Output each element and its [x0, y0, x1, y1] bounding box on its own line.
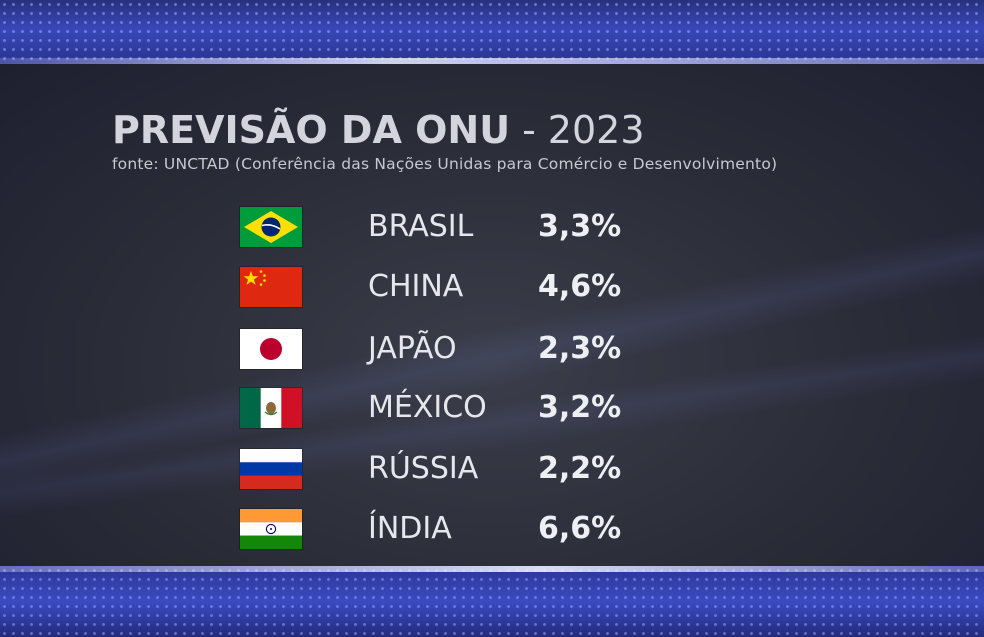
growth-value: 2,2%	[538, 451, 622, 486]
growth-value: 3,2%	[538, 390, 622, 425]
list-item-mexico: MÉXICO 3,2%	[240, 386, 660, 430]
china-flag-icon	[240, 267, 302, 307]
country-name: MÉXICO	[368, 390, 487, 425]
japan-flag-icon	[240, 329, 302, 369]
list-item-japao: JAPÃO 2,3%	[240, 327, 660, 371]
content-panel	[0, 64, 984, 566]
mexico-flag-icon	[240, 388, 302, 428]
country-name: RÚSSIA	[368, 451, 479, 486]
bottom-decorative-band	[0, 566, 984, 637]
growth-value: 6,6%	[538, 511, 622, 546]
country-name: BRASIL	[368, 209, 474, 244]
title-separator: -	[522, 108, 536, 152]
country-name: ÍNDIA	[368, 511, 452, 546]
growth-value: 3,3%	[538, 209, 622, 244]
growth-value: 4,6%	[538, 269, 622, 304]
top-decorative-band	[0, 0, 984, 64]
country-name: JAPÃO	[368, 331, 457, 366]
list-item-brasil: BRASIL 3,3%	[240, 205, 660, 249]
title-year: 2023	[547, 108, 645, 152]
list-item-india: ÍNDIA 6,6%	[240, 507, 660, 551]
russia-flag-icon	[240, 449, 302, 489]
list-item-russia: RÚSSIA 2,2%	[240, 447, 660, 491]
growth-value: 2,3%	[538, 331, 622, 366]
country-name: CHINA	[368, 269, 464, 304]
source-note: fonte: UNCTAD (Conferência das Nações Un…	[112, 155, 778, 173]
brazil-flag-icon	[240, 207, 302, 247]
page-title: PREVISÃO DA ONU -2023	[112, 104, 645, 156]
india-flag-icon	[240, 509, 302, 549]
title-main: PREVISÃO DA ONU	[112, 108, 511, 152]
list-item-china: CHINA 4,6%	[240, 265, 660, 309]
